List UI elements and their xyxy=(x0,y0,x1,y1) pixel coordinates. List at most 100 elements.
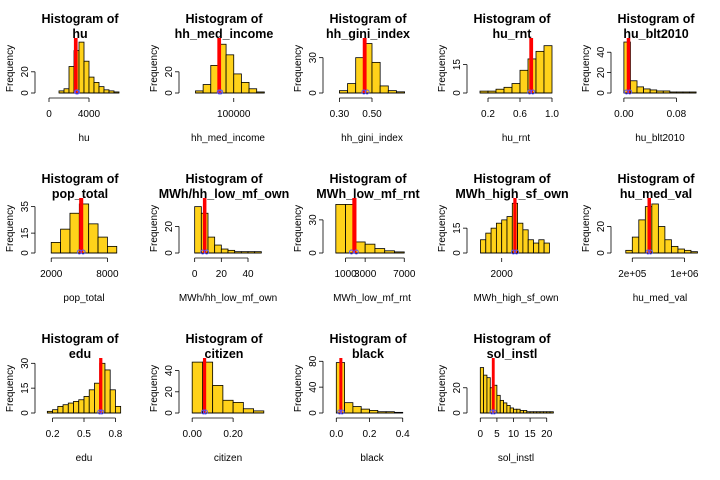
histogram-bar xyxy=(533,242,540,254)
y-tick-label: 0 xyxy=(164,410,175,416)
chart-title-line1: Histogram of xyxy=(329,12,407,26)
x-tick-label: 0.6 xyxy=(513,109,527,120)
histogram-bar xyxy=(538,239,545,254)
chart-title-line1: Histogram of xyxy=(473,172,551,186)
chart-title-line1: Histogram of xyxy=(473,12,551,26)
histogram-bar xyxy=(354,241,366,254)
histogram-bar xyxy=(499,399,504,414)
histogram-panel: Histogram of MWh/hh_low_mf_own 0 20 40 0 20 MWh… xyxy=(144,160,290,320)
y-tick-label: 0 xyxy=(164,90,175,96)
chart-title-line2: hu_med_val xyxy=(620,187,692,201)
histogram-bar xyxy=(97,236,108,254)
chart-title-line2: pop_total xyxy=(52,187,108,201)
x-tick-label: 0.50 xyxy=(362,109,382,120)
x-tick-label: 20 xyxy=(216,269,228,280)
summary-point xyxy=(361,89,367,95)
histogram-bar xyxy=(57,405,64,414)
summary-point xyxy=(218,89,224,95)
histogram-bar xyxy=(643,88,651,94)
x-tick-label: 0.30 xyxy=(330,109,350,120)
histogram-panel: Histogram of hu_med_val 2e+05 1e+06 0 20 hu_me… xyxy=(576,160,720,320)
y-tick-label: 80 xyxy=(308,355,319,367)
x-tick-label: 0.20 xyxy=(223,429,243,440)
histogram-bar xyxy=(479,367,485,414)
histogram-bar xyxy=(495,222,503,254)
histogram-bar xyxy=(664,239,672,254)
histogram-bar xyxy=(103,89,110,94)
chart-title-line2: black xyxy=(352,347,384,361)
y-tick-label: 30 xyxy=(20,357,31,369)
chart-title-line2: hh_med_income xyxy=(175,27,274,41)
chart-title-line2: sol_instl xyxy=(487,347,538,361)
y-tick-label: 20 xyxy=(164,386,175,398)
histogram-bar xyxy=(248,88,258,94)
histogram-bar xyxy=(63,88,70,94)
summary-point xyxy=(339,409,345,415)
histogram-bar xyxy=(347,83,357,94)
summary-point xyxy=(80,249,86,255)
y-tick-label: 15 xyxy=(452,222,463,234)
chart-title-line2: MWh/hh_low_mf_own xyxy=(159,187,290,201)
histogram-bar xyxy=(519,69,529,94)
x-tick-label: 1.0 xyxy=(545,109,559,120)
x-tick-label: 0.2 xyxy=(481,109,495,120)
histogram-bar xyxy=(107,245,118,254)
y-tick-label: 15 xyxy=(20,382,31,394)
summary-point xyxy=(645,249,651,255)
histogram-panel: Histogram of citizen 0.00 0.20 0 20 40 citizen F… xyxy=(144,320,288,480)
y-tick-label: 40 xyxy=(308,381,319,393)
histogram-bar xyxy=(490,227,497,254)
histogram-bar xyxy=(522,229,529,254)
histogram-bar xyxy=(115,405,122,414)
x-axis-label: sol_instl xyxy=(498,453,534,464)
x-tick-label: 0.4 xyxy=(396,429,410,440)
histogram-bar xyxy=(638,219,646,254)
summary-point xyxy=(527,89,533,95)
y-tick-label: 0 xyxy=(452,90,463,96)
histogram-bar xyxy=(232,402,244,414)
histogram-bar xyxy=(98,86,105,94)
x-axis-label: MWh_high_sf_own xyxy=(473,293,558,304)
histogram-bar xyxy=(527,239,534,254)
histogram-bar xyxy=(657,226,666,254)
histogram-bar xyxy=(649,89,658,94)
summary-point xyxy=(75,89,80,95)
y-axis-label: Frequency xyxy=(149,365,160,412)
y-axis-label: Frequency xyxy=(149,45,160,92)
histogram-bar xyxy=(509,407,514,414)
histogram-bar xyxy=(374,248,386,254)
summary-point xyxy=(99,409,105,415)
histogram-panel: Histogram of MWh_low_mf_rnt 1000 3000 7000 0 3… xyxy=(288,160,432,320)
x-tick-label: 0 xyxy=(46,109,52,120)
y-axis-label: Frequency xyxy=(437,205,448,252)
chart-title-line1: Histogram of xyxy=(185,332,263,346)
histogram-bar xyxy=(631,236,640,254)
summary-point xyxy=(627,89,633,95)
histogram-bar xyxy=(222,399,234,414)
histogram-bar xyxy=(503,402,508,414)
chart-title-line1: Histogram of xyxy=(329,332,407,346)
y-axis-label: Frequency xyxy=(5,365,16,412)
x-axis-label: hh_gini_index xyxy=(341,133,403,144)
x-tick-label: 0 xyxy=(478,429,484,440)
x-axis-label: citizen xyxy=(214,453,242,464)
y-axis-label: Frequency xyxy=(5,45,16,92)
y-tick-label: 15 xyxy=(452,59,463,71)
histogram-bar xyxy=(480,239,487,254)
summary-point xyxy=(648,249,653,255)
y-tick-label: 40 xyxy=(596,46,607,58)
y-tick-label: 20 xyxy=(164,66,175,78)
x-tick-label: 5 xyxy=(494,429,500,440)
histogram-bar xyxy=(94,382,101,414)
y-tick-label: 35 xyxy=(20,201,31,213)
x-axis-label: hu_rnt xyxy=(502,133,531,144)
histogram-bar xyxy=(651,203,659,254)
chart-title-line1: Histogram of xyxy=(329,172,407,186)
y-tick-label: 20 xyxy=(20,66,31,78)
x-tick-label: 0.0 xyxy=(329,429,343,440)
